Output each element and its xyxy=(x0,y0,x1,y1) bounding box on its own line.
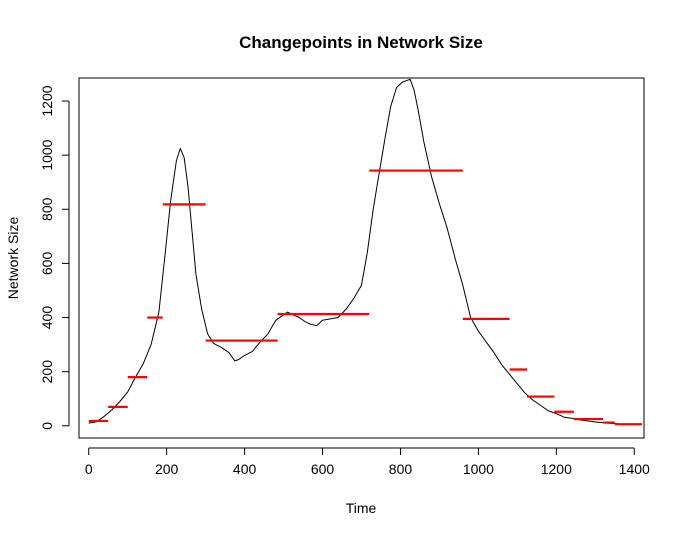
plot-area xyxy=(88,78,643,426)
y-tick-label: 1200 xyxy=(39,85,55,116)
y-tick-label: 800 xyxy=(39,197,55,221)
y-tick-label: 600 xyxy=(39,252,55,276)
plot-frame xyxy=(78,77,645,439)
x-tick-label: 400 xyxy=(233,461,257,477)
y-tick-label: 0 xyxy=(39,422,55,430)
y-tick-label: 400 xyxy=(39,306,55,330)
network-size-line xyxy=(88,78,635,425)
chart-title: Changepoints in Network Size xyxy=(239,33,483,52)
x-axis: 0 200 400 600 800 1000 1200 1400 xyxy=(85,447,650,477)
y-tick-label: 200 xyxy=(39,360,55,384)
y-axis-label: Network Size xyxy=(5,217,21,300)
x-tick-label: 600 xyxy=(311,461,335,477)
x-axis-label: Time xyxy=(346,500,377,516)
x-tick-label: 1200 xyxy=(541,461,572,477)
x-tick-label: 1000 xyxy=(463,461,494,477)
x-tick-label: 0 xyxy=(85,461,93,477)
y-axis: 0 200 400 600 800 1000 1200 xyxy=(39,85,70,430)
y-tick-label: 1000 xyxy=(39,139,55,170)
x-tick-label: 1400 xyxy=(619,461,650,477)
x-tick-label: 800 xyxy=(389,461,413,477)
x-tick-label: 200 xyxy=(155,461,179,477)
